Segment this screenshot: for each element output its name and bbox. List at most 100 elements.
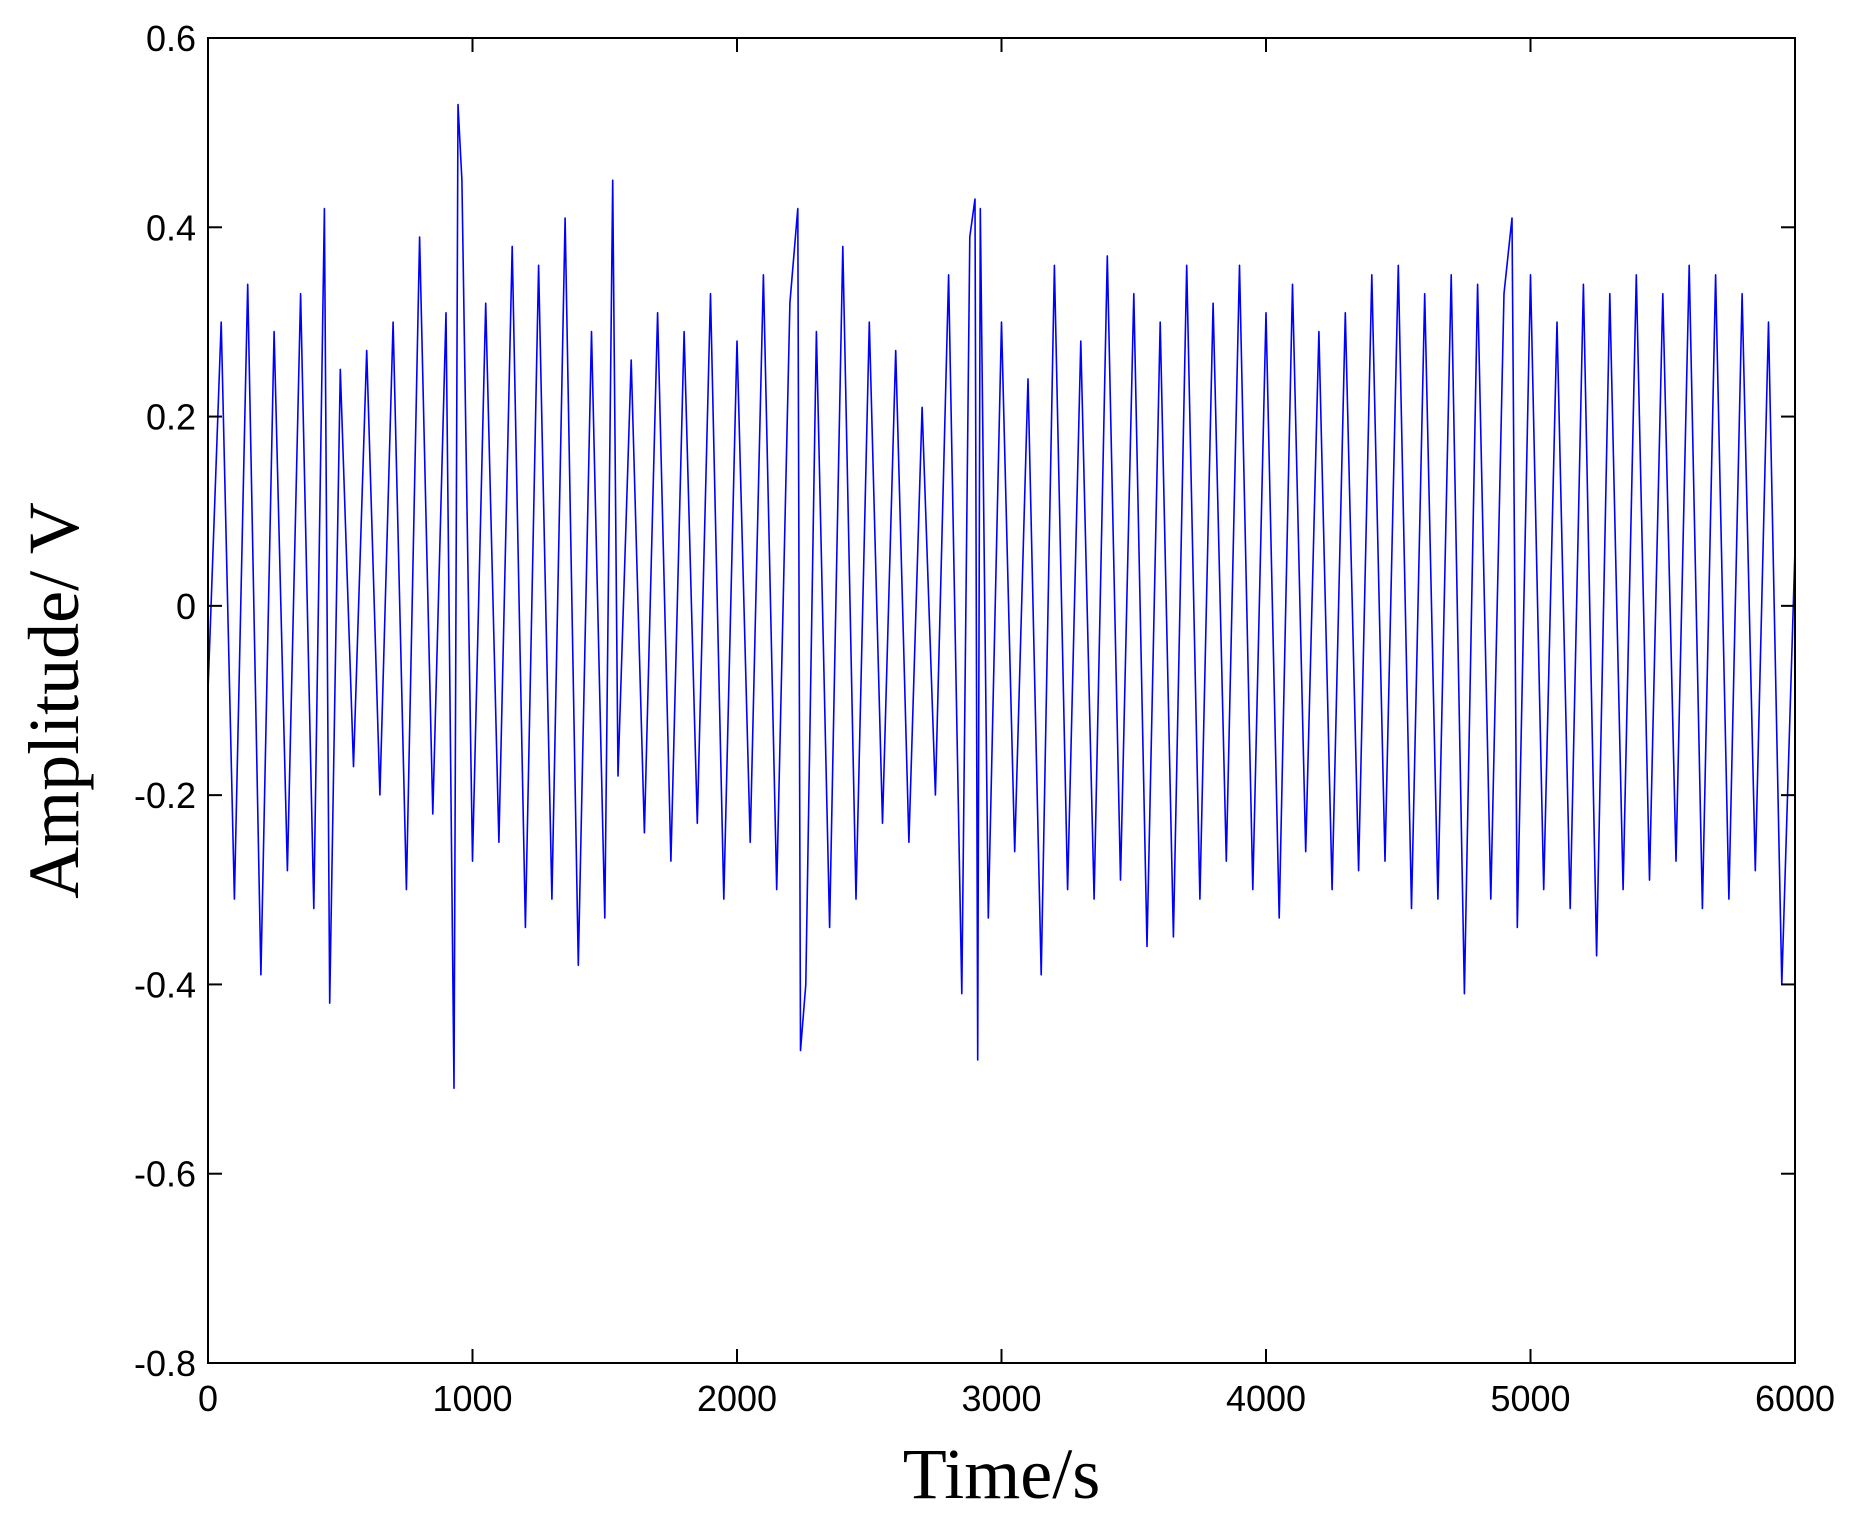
data-point bbox=[432, 813, 434, 815]
data-point bbox=[1186, 264, 1188, 266]
data-point bbox=[445, 311, 447, 314]
data-point bbox=[805, 983, 807, 986]
data-point bbox=[1569, 908, 1571, 910]
data-point bbox=[617, 775, 619, 777]
data-point bbox=[987, 917, 989, 919]
x-tick-label: 4000 bbox=[1226, 1378, 1306, 1419]
data-point bbox=[1648, 879, 1651, 881]
y-tick-label: 0.6 bbox=[146, 18, 196, 59]
data-point bbox=[366, 349, 368, 351]
data-point bbox=[762, 274, 765, 276]
data-point bbox=[1609, 292, 1611, 295]
data-point bbox=[1384, 860, 1386, 863]
data-point bbox=[1675, 860, 1677, 863]
data-point bbox=[612, 179, 614, 181]
data-point bbox=[1582, 283, 1584, 285]
data-point bbox=[511, 245, 513, 247]
data-point bbox=[1265, 311, 1267, 314]
data-point bbox=[776, 889, 778, 891]
data-point bbox=[815, 330, 818, 332]
x-tick-label: 5000 bbox=[1490, 1378, 1570, 1419]
data-point bbox=[1318, 330, 1320, 332]
data-point bbox=[1371, 274, 1373, 276]
data-point bbox=[921, 406, 923, 408]
data-point bbox=[1596, 955, 1598, 957]
data-point bbox=[1106, 255, 1108, 257]
data-point bbox=[969, 236, 971, 238]
data-point bbox=[485, 302, 487, 304]
data-point bbox=[457, 103, 459, 105]
data-point bbox=[855, 898, 857, 900]
data-point bbox=[749, 841, 751, 844]
data-point bbox=[908, 841, 910, 844]
data-point bbox=[1463, 993, 1465, 995]
data-point bbox=[709, 292, 712, 295]
data-point bbox=[1159, 321, 1161, 323]
y-tick-label: -0.8 bbox=[134, 1343, 196, 1384]
data-point bbox=[1040, 974, 1042, 976]
data-point bbox=[1358, 870, 1360, 872]
data-point bbox=[1715, 274, 1717, 276]
data-point bbox=[1556, 321, 1558, 323]
x-tick-label: 0 bbox=[198, 1378, 218, 1419]
data-point bbox=[461, 179, 463, 181]
data-point bbox=[538, 264, 540, 266]
data-point bbox=[1511, 217, 1513, 219]
data-point bbox=[1093, 898, 1095, 900]
data-point bbox=[1305, 851, 1307, 853]
data-point bbox=[797, 207, 799, 209]
data-point bbox=[1027, 378, 1029, 380]
data-point bbox=[1199, 898, 1201, 900]
data-point bbox=[895, 349, 897, 351]
y-tick-label: -0.4 bbox=[134, 964, 196, 1005]
data-point bbox=[1252, 889, 1254, 891]
x-tick-label: 3000 bbox=[961, 1378, 1041, 1419]
y-tick-label: 0.4 bbox=[146, 207, 196, 248]
data-point bbox=[300, 292, 302, 295]
data-point bbox=[1119, 879, 1122, 881]
data-point bbox=[1754, 870, 1756, 872]
data-point bbox=[1529, 274, 1532, 276]
data-point bbox=[977, 1059, 979, 1061]
data-point bbox=[286, 870, 288, 872]
data-point bbox=[524, 927, 527, 929]
data-point bbox=[961, 993, 963, 995]
data-point bbox=[1212, 302, 1214, 304]
data-point bbox=[1225, 860, 1227, 863]
data-point bbox=[220, 321, 222, 323]
data-point bbox=[630, 359, 632, 361]
plot-layer bbox=[207, 103, 1796, 1090]
data-point bbox=[1172, 936, 1174, 938]
data-point bbox=[974, 198, 976, 200]
data-point bbox=[604, 917, 606, 919]
x-axis-label: Time/s bbox=[903, 1434, 1100, 1514]
data-point bbox=[842, 245, 844, 247]
x-tick-label: 6000 bbox=[1755, 1378, 1835, 1419]
data-point bbox=[789, 302, 791, 304]
data-point bbox=[657, 311, 659, 314]
data-point bbox=[273, 330, 275, 332]
data-point bbox=[868, 321, 870, 323]
data-point bbox=[1477, 283, 1479, 285]
data-point bbox=[1291, 283, 1294, 285]
data-point bbox=[799, 1050, 802, 1052]
data-point bbox=[683, 330, 685, 332]
data-point bbox=[405, 889, 407, 891]
data-point bbox=[1410, 908, 1413, 910]
data-point bbox=[1543, 889, 1545, 891]
data-point bbox=[723, 898, 725, 900]
data-point bbox=[1053, 264, 1055, 266]
data-point bbox=[1344, 311, 1346, 314]
data-point bbox=[829, 927, 831, 929]
y-tick-label: 0 bbox=[176, 586, 196, 627]
data-point bbox=[1503, 292, 1505, 295]
data-point bbox=[551, 898, 553, 900]
data-point bbox=[233, 898, 235, 900]
data-point bbox=[577, 964, 579, 967]
data-point bbox=[471, 860, 474, 863]
data-point bbox=[1688, 264, 1690, 266]
y-tick-label: -0.6 bbox=[134, 1154, 196, 1195]
data-point bbox=[1767, 321, 1770, 323]
data-point bbox=[590, 330, 593, 332]
